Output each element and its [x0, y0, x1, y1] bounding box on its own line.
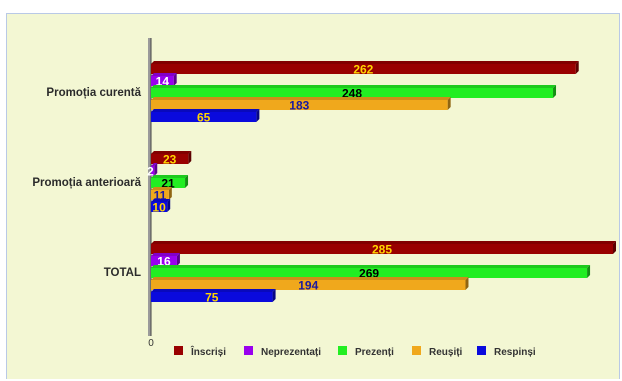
y-axis-line	[148, 38, 151, 336]
bar	[151, 202, 168, 212]
bar-side-face	[154, 163, 158, 176]
legend-label: Respinși	[494, 347, 536, 358]
bar-top-face	[151, 199, 171, 202]
data-label: 194	[298, 279, 318, 293]
bar	[151, 76, 174, 86]
legend-swatch	[477, 346, 486, 355]
bar-top-face	[151, 241, 616, 244]
bar-top-face	[151, 187, 172, 190]
bar	[151, 178, 186, 188]
bar	[151, 88, 554, 98]
bar-side-face	[272, 289, 276, 302]
bar	[151, 280, 466, 290]
bar	[151, 292, 273, 302]
legend-swatch	[244, 346, 253, 355]
bar-top-face	[151, 289, 276, 292]
bar-top-face	[151, 61, 579, 64]
legend-label: Neprezentați	[261, 347, 321, 358]
bar-side-face	[185, 175, 189, 188]
chart-frame: 0 262 14 248 183 65 Promoția curentă 23 2 21 11 10 P…	[6, 13, 620, 379]
bar-top-face	[151, 73, 177, 76]
legend-swatch	[174, 346, 183, 355]
bar-top-face	[151, 175, 189, 178]
bar-side-face	[465, 277, 469, 290]
legend-swatch	[412, 346, 421, 355]
legend-label: Înscriși	[190, 345, 226, 358]
bar-side-face	[613, 241, 616, 254]
data-label: 285	[372, 243, 392, 257]
data-label: 65	[197, 111, 211, 125]
data-label: 262	[353, 63, 373, 77]
bar-side-face	[553, 85, 557, 98]
legend-swatch	[338, 346, 347, 355]
data-label: 2	[147, 165, 154, 179]
bar-side-face	[173, 73, 177, 86]
bar-side-face	[256, 109, 260, 122]
bar-top-face	[151, 109, 260, 112]
bar	[151, 166, 155, 176]
bar-top-face	[151, 277, 469, 280]
data-label: 183	[289, 99, 309, 113]
legend-label: Reușiți	[429, 347, 463, 358]
bar	[151, 268, 588, 278]
bar	[151, 256, 177, 266]
category-label: Promoția curentă	[46, 87, 141, 99]
bar	[151, 100, 448, 110]
bar-side-face	[167, 199, 171, 212]
category-label: Promoția anterioară	[32, 177, 141, 189]
bar	[151, 154, 189, 164]
bar-side-face	[447, 97, 451, 110]
bar-side-face	[188, 151, 192, 164]
bar-top-face	[151, 265, 591, 268]
bar	[151, 64, 576, 74]
bar-top-face	[151, 151, 192, 154]
bar-side-face	[575, 61, 579, 74]
bar	[151, 244, 613, 254]
bar	[151, 112, 257, 122]
legend-label: Prezenți	[355, 347, 394, 358]
bar	[151, 190, 169, 200]
category-label: TOTAL	[104, 267, 141, 279]
bar-side-face	[168, 187, 172, 200]
data-label: 75	[205, 291, 219, 305]
bar-top-face	[151, 97, 451, 100]
data-label: 23	[163, 153, 177, 167]
bar-side-face	[587, 265, 591, 278]
bar-side-face	[176, 253, 180, 266]
bar-top-face	[151, 85, 557, 88]
data-label: 10	[152, 201, 166, 215]
bar-top-face	[151, 253, 180, 256]
bar-top-face	[151, 163, 158, 166]
x-tick-label: 0	[148, 338, 154, 349]
